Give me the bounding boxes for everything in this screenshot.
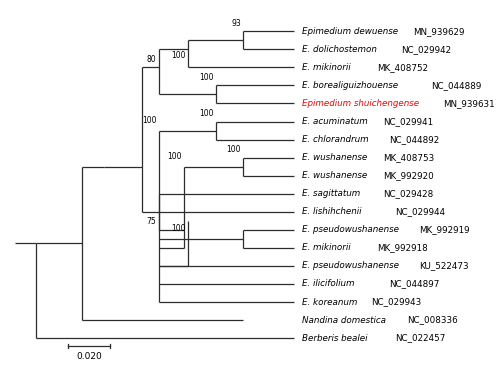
Text: NC_029943: NC_029943 — [371, 297, 421, 307]
Text: E. mikinorii: E. mikinorii — [302, 63, 354, 72]
Text: Berberis bealei: Berberis bealei — [302, 334, 368, 343]
Text: NC_029428: NC_029428 — [383, 189, 433, 198]
Text: MK_408753: MK_408753 — [383, 153, 434, 162]
Text: E. mikinorii: E. mikinorii — [302, 243, 354, 252]
Text: NC_044889: NC_044889 — [431, 81, 482, 90]
Text: E. koreanum: E. koreanum — [302, 297, 360, 307]
Text: E. lishihchenii: E. lishihchenii — [302, 207, 362, 216]
Text: MN_939629: MN_939629 — [413, 27, 465, 36]
Text: E. acuminatum: E. acuminatum — [302, 117, 371, 126]
Text: E. pseudowushanense: E. pseudowushanense — [302, 261, 400, 270]
Text: E. pseudowushanense: E. pseudowushanense — [302, 261, 402, 270]
Text: E. pseudowushanense: E. pseudowushanense — [302, 225, 400, 234]
Text: E. sagittatum: E. sagittatum — [302, 189, 360, 198]
Text: E. wushanense: E. wushanense — [302, 171, 370, 180]
Text: E. dolichostemon: E. dolichostemon — [302, 45, 380, 54]
Text: 100: 100 — [199, 73, 214, 82]
Text: E. wushanense: E. wushanense — [302, 153, 370, 162]
Text: 80: 80 — [147, 55, 156, 64]
Text: E. lishihchenii: E. lishihchenii — [302, 207, 364, 216]
Text: E. dolichostemon: E. dolichostemon — [302, 45, 378, 54]
Text: 0.020: 0.020 — [76, 351, 102, 361]
Text: MN_939631: MN_939631 — [443, 99, 495, 108]
Text: E. ilicifolium: E. ilicifolium — [302, 280, 358, 288]
Text: 100: 100 — [226, 145, 241, 154]
Text: E. ilicifolium: E. ilicifolium — [302, 280, 355, 288]
Text: E. sagittatum: E. sagittatum — [302, 189, 364, 198]
Text: 75: 75 — [146, 217, 156, 226]
Text: MK_992920: MK_992920 — [383, 171, 434, 180]
Text: 100: 100 — [172, 51, 186, 60]
Text: MK_992919: MK_992919 — [419, 225, 470, 234]
Text: NC_044892: NC_044892 — [389, 135, 439, 144]
Text: E. koreanum: E. koreanum — [302, 297, 358, 307]
Text: Epimedium dewuense: Epimedium dewuense — [302, 27, 402, 36]
Text: Epimedium dewuense: Epimedium dewuense — [302, 27, 398, 36]
Text: 93: 93 — [232, 19, 241, 28]
Text: E. wushanense: E. wushanense — [302, 171, 368, 180]
Text: KU_522473: KU_522473 — [419, 261, 469, 270]
Text: E. wushanense: E. wushanense — [302, 153, 368, 162]
Text: E. borealiguizhouense: E. borealiguizhouense — [302, 81, 398, 90]
Text: Nandina domestica: Nandina domestica — [302, 316, 386, 324]
Text: MK_408752: MK_408752 — [377, 63, 428, 72]
Text: NC_022457: NC_022457 — [395, 334, 446, 343]
Text: E. mikinorii: E. mikinorii — [302, 63, 351, 72]
Text: Epimedium shuichengense: Epimedium shuichengense — [302, 99, 420, 108]
Text: 100: 100 — [199, 109, 214, 118]
Text: Berberis bealei: Berberis bealei — [302, 334, 370, 343]
Text: 100: 100 — [168, 152, 182, 161]
Text: NC_044897: NC_044897 — [389, 280, 440, 288]
Text: Epimedium shuichengense: Epimedium shuichengense — [302, 99, 422, 108]
Text: E. acuminatum: E. acuminatum — [302, 117, 368, 126]
Text: E. chlorandrum: E. chlorandrum — [302, 135, 372, 144]
Text: NC_029942: NC_029942 — [401, 45, 451, 54]
Text: 100: 100 — [142, 116, 156, 125]
Text: MK_992918: MK_992918 — [377, 243, 428, 252]
Text: Nandina domestica: Nandina domestica — [302, 316, 389, 324]
Text: E. chlorandrum: E. chlorandrum — [302, 135, 369, 144]
Text: NC_029944: NC_029944 — [395, 207, 445, 216]
Text: NC_008336: NC_008336 — [407, 316, 458, 324]
Text: E. mikinorii: E. mikinorii — [302, 243, 351, 252]
Text: NC_029941: NC_029941 — [383, 117, 433, 126]
Text: 100: 100 — [172, 224, 186, 234]
Text: E. pseudowushanense: E. pseudowushanense — [302, 225, 402, 234]
Text: E. borealiguizhouense: E. borealiguizhouense — [302, 81, 402, 90]
